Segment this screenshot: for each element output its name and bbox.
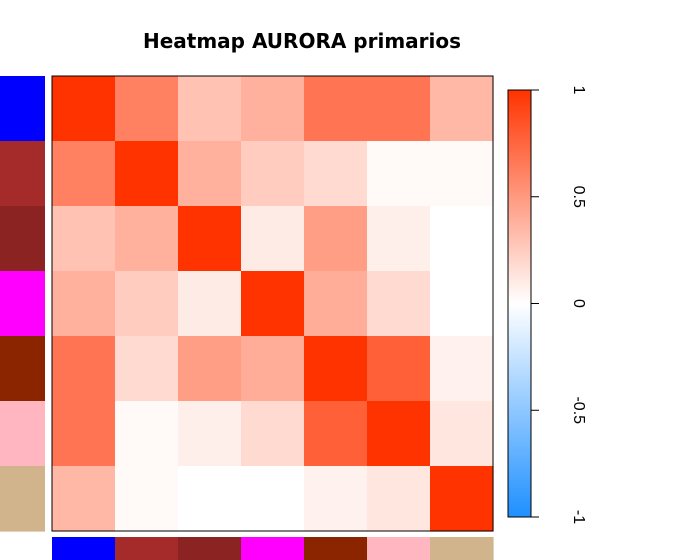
column-side-colors — [52, 537, 494, 560]
heatmap-cell-r1-c2 — [115, 76, 179, 142]
colorbar-tick-label: 1 — [570, 86, 587, 95]
heatmap-cell-r4-c7 — [430, 271, 494, 337]
heatmap-cell-r3-c1 — [52, 206, 116, 272]
heatmap-cells — [52, 76, 494, 532]
heatmap-cell-r6-c5 — [304, 401, 368, 467]
heatmap-cell-r4-c2 — [115, 271, 179, 337]
heatmap-cell-r4-c1 — [52, 271, 116, 337]
heatmap-cell-r1-c1 — [52, 76, 116, 142]
heatmap-cell-r3-c5 — [304, 206, 368, 272]
heatmap-cell-r6-c6 — [367, 401, 431, 467]
heatmap-cell-r4-c4 — [241, 271, 305, 337]
column-side-color-2 — [115, 537, 179, 560]
heatmap-cell-r6-c1 — [52, 401, 116, 467]
heatmap-cell-r5-c3 — [178, 336, 242, 402]
colorbar-tick-label: -0.5 — [570, 396, 587, 424]
heatmap-cell-r6-c4 — [241, 401, 305, 467]
column-side-color-5 — [304, 537, 368, 560]
heatmap-cell-r7-c4 — [241, 466, 305, 532]
chart-title: Heatmap AURORA primarios — [143, 29, 461, 53]
heatmap-cell-r5-c6 — [367, 336, 431, 402]
heatmap-cell-r7-c7 — [430, 466, 494, 532]
heatmap-cell-r4-c5 — [304, 271, 368, 337]
heatmap-cell-r6-c3 — [178, 401, 242, 467]
heatmap-cell-r2-c3 — [178, 141, 242, 207]
heatmap-cell-r5-c2 — [115, 336, 179, 402]
heatmap-cell-r4-c6 — [367, 271, 431, 337]
row-side-color-7 — [0, 466, 45, 532]
column-side-color-1 — [52, 537, 116, 560]
heatmap-frame — [51, 75, 494, 532]
row-side-color-3 — [0, 206, 45, 272]
heatmap-cell-r7-c3 — [178, 466, 242, 532]
heatmap-cell-r4-c3 — [178, 271, 242, 337]
colorbar-tick-label: 0.5 — [570, 186, 587, 208]
row-side-color-5 — [0, 336, 45, 402]
row-side-colors — [0, 76, 45, 532]
heatmap-cell-r1-c4 — [241, 76, 305, 142]
column-side-color-7 — [430, 537, 494, 560]
row-side-color-2 — [0, 141, 45, 207]
heatmap-cell-r1-c3 — [178, 76, 242, 142]
row-side-color-1 — [0, 76, 45, 142]
heatmap-cell-r7-c1 — [52, 466, 116, 532]
row-side-color-6 — [0, 401, 45, 467]
heatmap-cell-r3-c6 — [367, 206, 431, 272]
heatmap-cell-r2-c5 — [304, 141, 368, 207]
heatmap-cell-r1-c6 — [367, 76, 431, 142]
heatmap-cell-r5-c7 — [430, 336, 494, 402]
heatmap-cell-r3-c2 — [115, 206, 179, 272]
heatmap-cell-r5-c4 — [241, 336, 305, 402]
heatmap-cell-r3-c3 — [178, 206, 242, 272]
heatmap-cell-r3-c4 — [241, 206, 305, 272]
colorbar-tick-label: 0 — [570, 299, 587, 308]
colorbar — [507, 89, 532, 518]
heatmap-cell-r5-c1 — [52, 336, 116, 402]
heatmap-cell-r2-c7 — [430, 141, 494, 207]
column-side-color-4 — [241, 537, 305, 560]
heatmap-cell-r7-c5 — [304, 466, 368, 532]
column-side-color-6 — [367, 537, 431, 560]
heatmap-cell-r1-c7 — [430, 76, 494, 142]
heatmap-cell-r5-c5 — [304, 336, 368, 402]
colorbar-tick-label: -1 — [570, 510, 587, 524]
row-side-color-4 — [0, 271, 45, 337]
heatmap-cell-r1-c5 — [304, 76, 368, 142]
heatmap-cell-r2-c2 — [115, 141, 179, 207]
column-side-color-3 — [178, 537, 242, 560]
heatmap-cell-r7-c6 — [367, 466, 431, 532]
heatmap-cell-r6-c7 — [430, 401, 494, 467]
heatmap-cell-r6-c2 — [115, 401, 179, 467]
heatmap-cell-r2-c1 — [52, 141, 116, 207]
heatmap-cell-r2-c4 — [241, 141, 305, 207]
heatmap-cell-r2-c6 — [367, 141, 431, 207]
colorbar-ticks: 1 0.5 0 -0.5 -1 — [531, 86, 587, 524]
heatmap-cell-r3-c7 — [430, 206, 494, 272]
heatmap-cell-r7-c2 — [115, 466, 179, 532]
